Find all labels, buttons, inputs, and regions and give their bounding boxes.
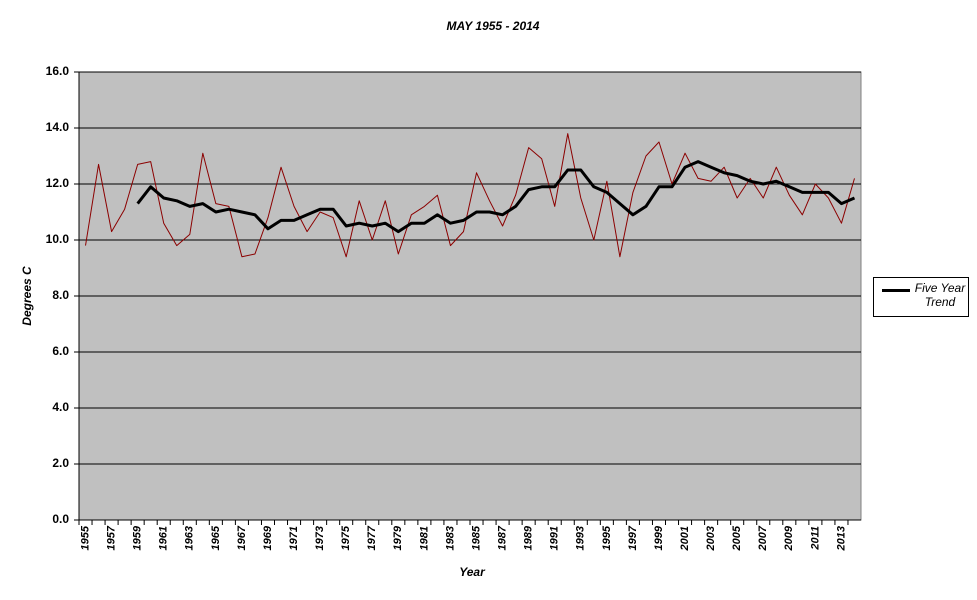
y-tick-label: 16.0 [46, 64, 70, 78]
y-tick-label: 14.0 [46, 120, 70, 134]
chart-title: MAY 1955 - 2014 [447, 19, 540, 33]
x-tick-label: 1971 [288, 526, 300, 550]
x-tick-label: 2005 [731, 525, 743, 551]
x-tick-label: 2011 [809, 526, 821, 551]
x-tick-label: 1959 [132, 525, 144, 550]
x-axis-label: Year [459, 565, 486, 579]
y-tick-label: 6.0 [52, 344, 69, 358]
x-tick-label: 2007 [757, 525, 769, 551]
y-tick-label: 8.0 [52, 288, 69, 302]
x-tick-label: 1963 [184, 526, 196, 550]
y-tick-label: 4.0 [52, 400, 69, 414]
y-tick-label: 10.0 [46, 232, 70, 246]
x-tick-label: 2003 [705, 526, 717, 551]
x-tick-label: 1965 [210, 525, 222, 550]
x-tick-label: 1955 [79, 525, 91, 550]
x-tick-label: 1983 [444, 526, 456, 550]
x-tick-label: 2009 [783, 525, 795, 551]
y-axis-label: Degrees C [20, 266, 34, 326]
x-tick-label: 1997 [627, 525, 639, 550]
legend: Five Year Trend [873, 277, 969, 317]
x-tick-label: 1969 [262, 525, 274, 550]
x-tick-label: 1979 [392, 525, 404, 550]
x-tick-label: 1957 [105, 525, 117, 550]
x-tick-label: 1989 [523, 525, 535, 550]
x-tick-label: 1985 [470, 525, 482, 550]
x-tick-label: 1987 [496, 525, 508, 550]
x-tick-label: 1981 [418, 526, 430, 550]
x-tick-label: 1999 [653, 525, 665, 550]
y-tick-label: 2.0 [52, 456, 69, 470]
x-tick-label: 1973 [314, 526, 326, 550]
y-tick-label: 12.0 [46, 176, 70, 190]
series-line [136, 160, 856, 234]
x-tick-label: 1993 [575, 526, 587, 550]
x-tick-label: 1967 [236, 525, 248, 550]
x-tick-label: 2001 [679, 526, 691, 551]
x-tick-label: 1991 [549, 526, 561, 550]
legend-label: Five Year Trend [914, 281, 966, 309]
x-tick-label: 1977 [366, 525, 378, 550]
x-tick-label: 1995 [601, 525, 613, 550]
x-tick-label: 2013 [835, 526, 847, 551]
x-tick-label: 1961 [158, 526, 170, 550]
y-tick-label: 0.0 [52, 512, 69, 526]
legend-swatch [882, 289, 910, 292]
x-tick-label: 1975 [340, 525, 352, 550]
